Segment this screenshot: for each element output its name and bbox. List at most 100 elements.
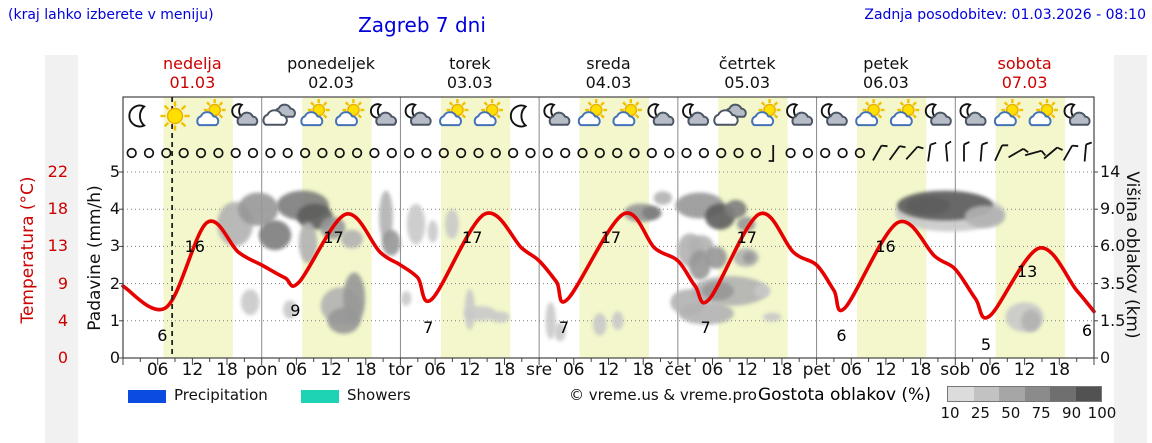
- cloudheight-tick-0: 0: [1100, 348, 1111, 367]
- weather-icon-moon-cloud: [820, 103, 848, 126]
- wind-calm-icon: [473, 147, 484, 159]
- cloud-blob: [283, 300, 297, 319]
- day-header-ponedeljek: ponedeljek 02.03: [262, 54, 401, 92]
- xlabel-hour: 12: [320, 360, 342, 380]
- temp-value-label: 7: [423, 317, 434, 337]
- menu-hint: (kraj lahko izberete v meniju): [8, 7, 214, 23]
- wind-calm-icon: [629, 147, 640, 159]
- cloud-layer: [217, 190, 1044, 342]
- weather-icon-clouds: [262, 103, 296, 126]
- wind-calm-icon: [698, 147, 710, 159]
- cloud-blob: [1021, 309, 1041, 332]
- xlabel-hour: 06: [285, 360, 308, 380]
- precipitation-legend-label: Precipitation: [174, 386, 268, 404]
- weather-icon-moon-cloud: [682, 103, 710, 126]
- wind-calm-icon: [854, 147, 866, 159]
- weather-icon-sun-cloud: [751, 99, 781, 127]
- cloud-blob: [611, 311, 624, 331]
- cloud-blob: [238, 192, 279, 226]
- xlabel-hour: 12: [181, 360, 204, 380]
- wind-calm-icon: [299, 147, 311, 159]
- xlabel-hour: 18: [771, 360, 793, 380]
- day-date: 05.03: [724, 73, 771, 92]
- weather-icon-moon-cloud: [1063, 103, 1091, 126]
- weather-icon-moon-cloud: [786, 103, 814, 126]
- wind-calm-icon: [230, 147, 241, 159]
- cloud-blob: [258, 220, 292, 251]
- wind-calm-icon: [681, 147, 692, 159]
- day-name: torek: [449, 54, 491, 73]
- wind-calm-icon: [560, 147, 571, 159]
- xlabel-hour: 18: [1048, 360, 1071, 380]
- wind-calm-icon: [161, 147, 172, 159]
- precip-tick-0: 0: [109, 348, 120, 367]
- wind-calm-icon: [386, 147, 397, 159]
- xlabel-day: pet: [802, 360, 831, 380]
- wind-calm-icon: [282, 147, 293, 159]
- weather-icon-moon-cloud: [370, 103, 397, 126]
- wind-calm-icon: [525, 147, 536, 159]
- precipitation-swatch: [128, 390, 166, 403]
- wind-calm-icon: [195, 147, 207, 159]
- precip-tick-1: 1: [109, 310, 120, 330]
- day-header-sobota: sobota 07.03: [955, 54, 1094, 92]
- wind-calm-icon: [594, 147, 605, 159]
- xlabel-hour: 06: [979, 360, 1001, 380]
- weather-icon-sun-cloud: [335, 99, 365, 127]
- wind-calm-icon: [421, 147, 432, 159]
- wind-calm-icon: [577, 147, 588, 159]
- day-name: petek: [863, 54, 909, 73]
- wind-calm-icon: [733, 147, 744, 159]
- cloud-blob: [327, 307, 360, 334]
- cloud-blob: [701, 281, 734, 301]
- wind-barb-icon: [927, 141, 937, 162]
- temp-value-label: 9: [290, 300, 301, 320]
- cloud-density-colorbar: [947, 386, 1102, 402]
- xlabel-day: sre: [526, 360, 553, 380]
- weather-icon-moon-cloud: [231, 103, 259, 126]
- cloud-blob: [298, 222, 318, 264]
- xlabel-hour: 18: [632, 360, 655, 380]
- showers-swatch: [301, 390, 339, 403]
- day-name: četrtek: [718, 54, 776, 73]
- temp-value-label: 16: [875, 236, 896, 256]
- cloud-blob: [340, 229, 363, 249]
- weather-icon-moon-cloud: [647, 103, 675, 126]
- copyright-link[interactable]: © vreme.us & vreme.pro: [569, 386, 757, 404]
- temp-value-label: 17: [736, 228, 757, 248]
- right-gray-strip: [1114, 55, 1147, 443]
- wind-barb-icon: [994, 144, 1009, 162]
- axis-ticks: [119, 171, 1098, 365]
- colorbar-segment: [999, 387, 1025, 401]
- wind-calm-icon: [403, 147, 415, 159]
- xlabel-hour: 06: [146, 360, 169, 380]
- wind-calm-icon: [716, 147, 727, 159]
- xlabel-day: čet: [664, 360, 692, 380]
- weather-icon-moon-cloud: [959, 103, 987, 126]
- day-date: 04.03: [585, 73, 632, 92]
- wind-calm-icon: [334, 147, 345, 159]
- day-header-sreda: sreda 04.03: [539, 54, 678, 92]
- colorbar-tick-100: 100: [1087, 404, 1117, 422]
- day-name: nedelja: [163, 54, 222, 73]
- xlabel-hour: 12: [597, 360, 620, 380]
- cloud-blob: [762, 312, 782, 322]
- weather-icon-sun-cloud: [473, 99, 503, 127]
- weather-icon-sun-cloud: [577, 99, 608, 127]
- precip-tick-4: 4: [109, 199, 120, 219]
- xlabel-hour: 18: [216, 360, 238, 380]
- wind-calm-icon: [351, 147, 363, 159]
- weather-icon-moon: [128, 104, 146, 128]
- wind-barb-icon: [1024, 149, 1047, 157]
- day-header-torek: torek 03.03: [400, 54, 539, 92]
- xlabel-hour: 12: [875, 360, 897, 380]
- wind-calm-icon: [612, 147, 623, 159]
- wind-barb-icon: [1083, 141, 1093, 162]
- temp-value-label: 16: [184, 236, 205, 256]
- gridlines: [123, 97, 1094, 358]
- wind-calm-icon: [490, 147, 501, 159]
- wind-calm-icon: [317, 147, 328, 159]
- cloudheight-tick-9.0: 9.0: [1100, 199, 1126, 219]
- colorbar-tick-25: 25: [970, 404, 990, 422]
